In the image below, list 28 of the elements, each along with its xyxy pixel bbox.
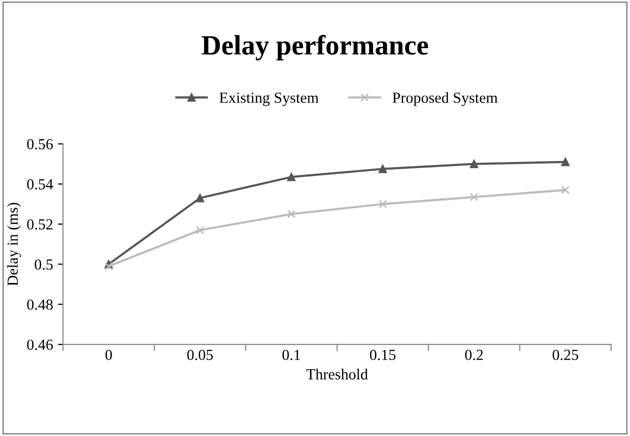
point	[561, 158, 570, 166]
y-tick-label: 0.46	[27, 340, 53, 350]
chart-title: Delay performance	[202, 34, 428, 60]
y-tick-label: 0.52	[27, 219, 52, 230]
point	[196, 194, 204, 202]
x-tick-label: 0.15	[370, 350, 396, 360]
y-tick-label: 0.56	[27, 139, 53, 150]
point	[104, 262, 113, 270]
legend-label: Existing System	[220, 92, 319, 106]
point	[287, 210, 296, 218]
y-tick-label: 0.5	[34, 259, 53, 270]
point	[196, 226, 204, 234]
x-tick-label: 0.1	[282, 350, 300, 360]
x-tick-label: 0.2	[465, 350, 483, 360]
x-tick-label: 0	[105, 350, 112, 360]
legend-label: Proposed System	[392, 92, 498, 106]
point	[378, 164, 387, 174]
point	[378, 200, 387, 208]
y-axis-title: Delay in (ms)	[7, 202, 21, 286]
point	[287, 172, 296, 182]
point	[470, 192, 478, 202]
x-tick-label: 0.25	[552, 350, 578, 360]
y-tick-label: 0.54	[27, 179, 54, 190]
x-axis-title: Threshold	[306, 368, 368, 380]
y-tick-label: 0.48	[27, 299, 53, 310]
point	[470, 160, 478, 168]
point	[561, 186, 570, 194]
x-tick-label: 0.05	[187, 350, 213, 360]
